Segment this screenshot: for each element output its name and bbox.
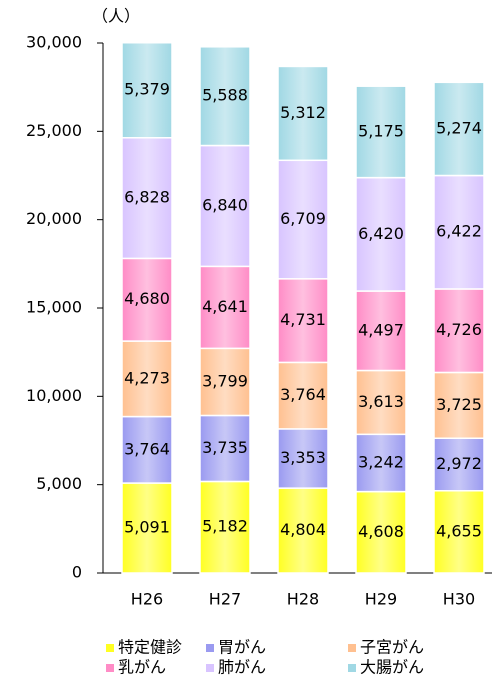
bar-segment [277,65,329,162]
bar-segment [355,290,407,372]
data-label: 6,422 [436,222,482,241]
data-label: 6,840 [202,195,248,214]
data-label: 5,182 [202,517,248,536]
data-label: 2,972 [436,454,482,473]
bar-segment [277,159,329,280]
bar-segment [277,361,329,430]
bar-segment [433,371,485,440]
bar-segment [433,81,485,177]
unit-label: （人） [92,7,140,26]
y-tick-label: 15,000 [26,298,82,317]
data-label: 3,613 [358,392,404,411]
x-tick-label: H30 [443,590,475,609]
legend-swatch [348,664,356,672]
data-label: 5,379 [124,80,170,99]
bar-segment [355,490,407,574]
legend-label: 乳がん [118,658,166,677]
data-label: 4,608 [358,522,404,541]
data-label: 5,588 [202,86,248,105]
data-label: 4,497 [358,320,404,339]
bar-segment [277,428,329,489]
y-tick-label: 10,000 [26,386,82,405]
legend-label: 特定健診 [118,638,182,657]
data-label: 3,735 [202,438,248,457]
legend-label: 胃がん [218,638,266,657]
y-tick-label: 20,000 [26,209,82,228]
y-tick-label: 5,000 [36,474,82,493]
bar-segment [199,46,251,147]
legend-swatch [348,644,356,652]
bar-segment [199,414,251,483]
data-label: 6,420 [358,224,404,243]
legend-label: 肺がん [218,658,266,677]
bar-segment [433,490,485,574]
data-label: 3,353 [280,448,326,467]
data-label: 3,764 [280,385,326,404]
bar-segment [121,257,173,342]
legend-swatch [106,664,114,672]
legend-swatch [106,644,114,652]
data-label: 4,726 [436,320,482,339]
x-tick-label: H28 [287,590,319,609]
data-label: 5,312 [280,103,326,122]
data-label: 3,799 [202,371,248,390]
y-tick-label: 30,000 [26,33,82,52]
bar-segment [355,85,407,179]
data-label: 4,804 [280,520,326,539]
bar-segment [355,369,407,436]
data-label: 4,273 [124,368,170,387]
bar-segment [355,176,407,292]
data-label: 5,091 [124,518,170,537]
legend-swatch [206,664,214,672]
data-label: 3,764 [124,439,170,458]
bar-segment [199,265,251,350]
bar-segment [199,347,251,417]
bar-segment [433,288,485,374]
data-label: 3,242 [358,452,404,471]
y-tick-label: 0 [72,563,82,582]
data-label: 6,709 [280,209,326,228]
bar-segment [277,278,329,364]
x-tick-label: H26 [131,590,163,609]
data-label: 4,680 [124,289,170,308]
x-tick-label: H27 [209,590,241,609]
bar-segment [355,433,407,493]
legend-label: 子宮がん [360,638,424,657]
data-label: 4,655 [436,521,482,540]
data-label: 5,175 [358,121,404,140]
data-label: 4,641 [202,297,248,316]
data-label: 5,274 [436,118,482,137]
bar-segment [121,415,173,484]
bar-segment [433,174,485,290]
data-label: 6,828 [124,188,170,207]
data-label: 3,725 [436,395,482,414]
legend-swatch [206,644,214,652]
y-tick-label: 25,000 [26,121,82,140]
x-tick-label: H29 [365,590,397,609]
bar-segment [121,41,173,139]
data-label: 4,731 [280,310,326,329]
legend-label: 大腸がん [360,658,424,677]
